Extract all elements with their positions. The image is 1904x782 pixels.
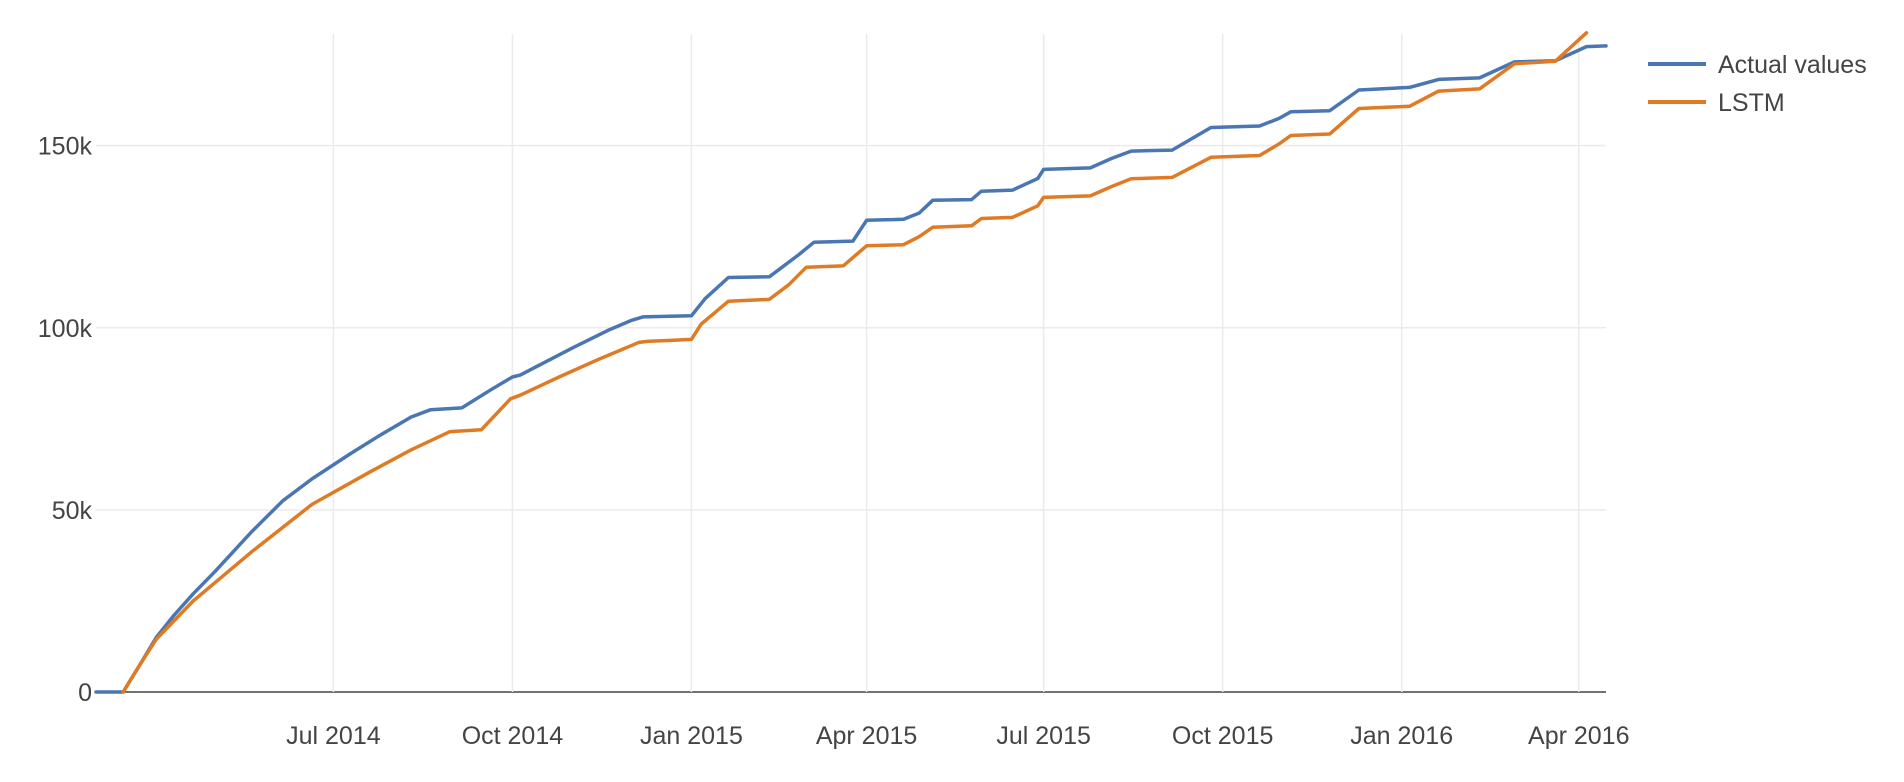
legend[interactable]: Actual values LSTM xyxy=(1648,51,1867,117)
y-tick-label: 100k xyxy=(38,315,93,343)
grid xyxy=(96,34,1606,693)
y-tick-label: 50k xyxy=(52,497,93,525)
legend-label: LSTM xyxy=(1718,89,1785,117)
legend-item-actual-values[interactable]: Actual values xyxy=(1648,51,1867,79)
plot-series xyxy=(94,31,1608,694)
legend-label: Actual values xyxy=(1718,51,1867,79)
x-tick-label: Oct 2015 xyxy=(1172,722,1273,750)
series-line-actual-values xyxy=(94,44,1608,694)
y-tick-label: 0 xyxy=(78,679,92,707)
y-axis-ticks: 0 50k 100k 150k xyxy=(38,133,93,707)
x-tick-label: Jul 2015 xyxy=(996,722,1091,750)
x-tick-label: Jul 2014 xyxy=(286,722,381,750)
legend-item-lstm[interactable]: LSTM xyxy=(1648,89,1785,117)
series-line-lstm xyxy=(121,31,1589,694)
x-tick-label: Jan 2015 xyxy=(640,722,743,750)
y-tick-label: 150k xyxy=(38,133,93,161)
x-tick-label: Apr 2016 xyxy=(1528,722,1629,750)
x-tick-label: Oct 2014 xyxy=(462,722,564,750)
x-tick-label: Jan 2016 xyxy=(1350,722,1453,750)
x-axis-ticks: Jul 2014 Oct 2014 Jan 2015 Apr 2015 Jul 2015… xyxy=(286,722,1629,750)
x-tick-label: Apr 2015 xyxy=(816,722,917,750)
